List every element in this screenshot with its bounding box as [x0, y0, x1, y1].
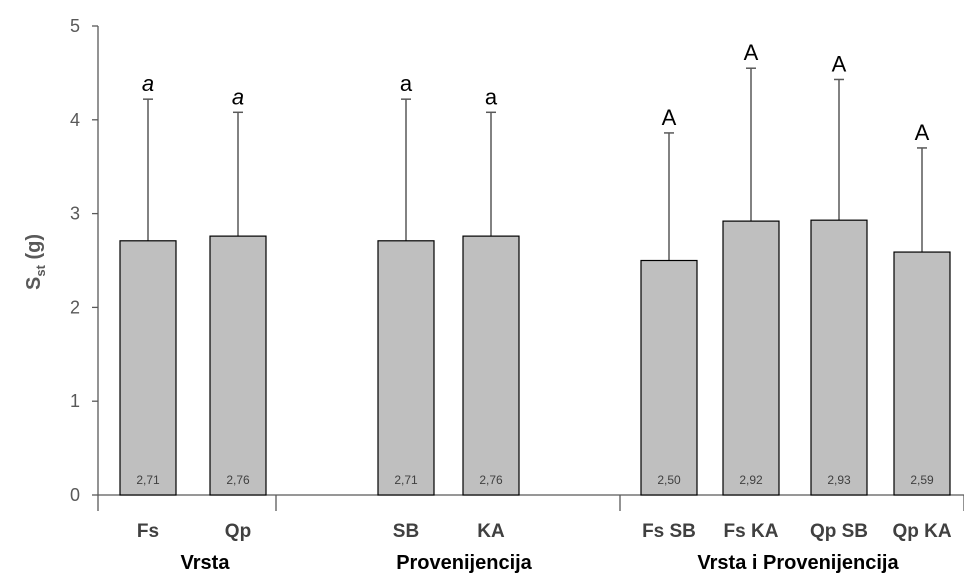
y-tick-label: 3	[70, 204, 80, 224]
y-tick-label: 2	[70, 297, 80, 317]
bar	[640, 259, 698, 496]
significance-letter: a	[485, 84, 498, 109]
y-axis-title-unit: (g)	[23, 234, 45, 265]
x-category-label: KA	[477, 521, 505, 542]
bar	[377, 240, 435, 496]
x-category-label: Qp SB	[810, 521, 868, 542]
y-tick-label: 1	[70, 391, 80, 411]
bar	[722, 220, 780, 496]
significance-letter: A	[662, 105, 677, 130]
y-tick-label: 5	[70, 16, 80, 36]
y-tick-label: 0	[70, 485, 80, 505]
bar	[893, 251, 951, 496]
bar	[209, 235, 267, 496]
x-category-label: Fs	[137, 521, 159, 542]
bar-value-label: 2,50	[657, 473, 681, 487]
significance-letter: A	[915, 120, 930, 145]
significance-letter: a	[142, 71, 154, 96]
bar	[462, 235, 520, 496]
y-axis-title-main: S	[23, 277, 45, 290]
x-category-label: Qp	[225, 521, 251, 542]
y-axis-title-subscript: st	[33, 264, 48, 276]
significance-letter: a	[400, 71, 413, 96]
x-group-label: Vrsta i Provenijencija	[697, 552, 899, 574]
significance-letter: A	[832, 51, 847, 76]
x-category-label: Fs SB	[642, 521, 696, 542]
plot-area: 0 1 2 3 4 5 2,71 a Fs 2,76 a Qp Vrsta 2,71 a SB 2,76 a KA P…	[70, 16, 964, 574]
bar-value-label: 2,76	[226, 473, 250, 487]
y-axis-title: Sst (g)	[23, 234, 48, 290]
significance-letter: a	[232, 84, 244, 109]
x-category-label: Fs KA	[724, 521, 779, 542]
x-group-label: Provenijencija	[396, 552, 532, 574]
x-category-label: Qp KA	[892, 521, 951, 542]
bar	[810, 219, 868, 496]
bar-value-label: 2,59	[910, 473, 934, 487]
bar-value-label: 2,92	[739, 473, 763, 487]
x-category-label: SB	[393, 521, 419, 542]
y-axis-title-text: Sst (g)	[23, 234, 48, 290]
x-group-label: Vrsta	[181, 552, 231, 574]
bar	[119, 240, 177, 496]
y-tick-label: 4	[70, 110, 80, 130]
bar-value-label: 2,71	[394, 473, 418, 487]
bar-value-label: 2,76	[479, 473, 503, 487]
bar-value-label: 2,93	[827, 473, 851, 487]
significance-letter: A	[744, 40, 759, 65]
bar-value-label: 2,71	[136, 473, 160, 487]
